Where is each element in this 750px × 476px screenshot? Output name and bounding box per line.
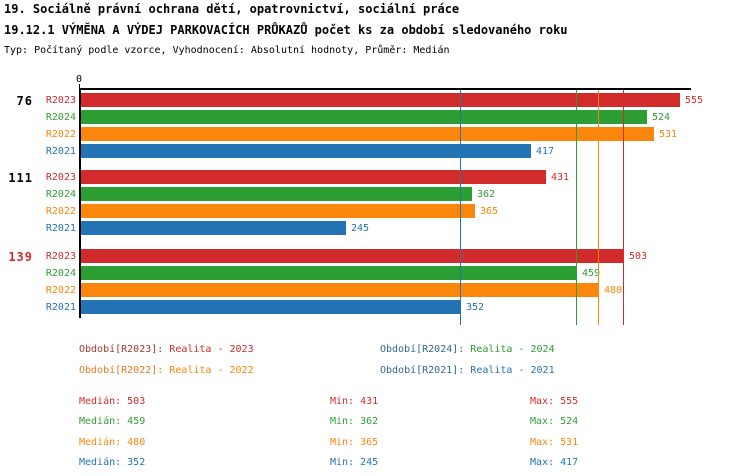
legend-entry-label: Období[R2022]: [79, 365, 164, 376]
stats-median-value: 503 [127, 396, 146, 407]
x-axis-zero-label: 0 [75, 74, 83, 85]
stats-max-label: Max: [530, 457, 555, 468]
stats-median-label: Medián: [79, 457, 122, 468]
stats-min-r2023: Min: 431 [330, 396, 378, 407]
stats-median-r2021: Medián: 352 [79, 457, 145, 468]
stats-median-label: Medián: [79, 437, 122, 448]
bar-row-label: R2023 [45, 95, 76, 106]
bar-row-label: R2022 [45, 285, 76, 296]
stats-min-label: Min: [330, 437, 355, 448]
stats-min-value: 431 [360, 396, 379, 407]
group-label: 139 [8, 250, 33, 264]
group-label: 111 [8, 171, 33, 185]
bar-value-label: 524 [652, 112, 671, 123]
stats-median-r2023: Medián: 503 [79, 396, 145, 407]
bar [81, 266, 577, 280]
stats-max-label: Max: [530, 416, 555, 427]
bar-row-label: R2021 [45, 146, 76, 157]
stats-min-label: Min: [330, 457, 355, 468]
bar-value-label: 555 [685, 95, 704, 106]
bar [81, 170, 546, 184]
stats-min-label: Min: [330, 416, 355, 427]
legend-entry-obdobr2024: Období[R2024]: Realita - 2024 [380, 344, 555, 355]
stats-median-value: 480 [127, 437, 146, 448]
group-label: 76 [16, 94, 33, 108]
legend-entry-value: Realita - 2021 [470, 365, 555, 376]
legend-entry-value: Realita - 2024 [470, 344, 555, 355]
stats-max-label: Max: [530, 396, 555, 407]
x-axis-line [79, 88, 691, 90]
bar-row-label: R2024 [45, 112, 76, 123]
stats-min-r2024: Min: 362 [330, 416, 378, 427]
bar-row-label: R2022 [45, 206, 76, 217]
bar [81, 221, 346, 235]
stats-max-r2022: Max: 531 [530, 437, 578, 448]
median-line-r2021 [460, 90, 461, 325]
legend-entry-obdobr2023: Období[R2023]: Realita - 2023 [79, 344, 254, 355]
bar [81, 93, 680, 107]
stats-max-label: Max: [530, 437, 555, 448]
stats-max-value: 524 [560, 416, 579, 427]
stats-max-r2023: Max: 555 [530, 396, 578, 407]
report-title: 19. Sociálně právní ochrana dětí, opatro… [4, 2, 460, 16]
bar-value-label: 417 [536, 146, 555, 157]
bar [81, 300, 461, 314]
stats-min-label: Min: [330, 396, 355, 407]
median-line-r2024 [576, 90, 577, 325]
stats-min-value: 362 [360, 416, 379, 427]
bar [81, 127, 654, 141]
stats-max-r2021: Max: 417 [530, 457, 578, 468]
bar [81, 249, 624, 263]
legend-entry-label: Období[R2024]: [380, 344, 465, 355]
legend-entry-obdobr2022: Období[R2022]: Realita - 2022 [79, 365, 254, 376]
legend-entry-obdobr2021: Období[R2021]: Realita - 2021 [380, 365, 555, 376]
stats-max-value: 417 [560, 457, 579, 468]
bar-value-label: 245 [351, 223, 370, 234]
median-line-r2023 [623, 90, 624, 325]
x-axis-tick [79, 84, 80, 89]
bar-row-label: R2024 [45, 189, 76, 200]
stats-max-value: 555 [560, 396, 579, 407]
bar [81, 144, 531, 158]
stats-median-label: Medián: [79, 396, 122, 407]
stats-median-label: Medián: [79, 416, 122, 427]
legend-entry-value: Realita - 2023 [169, 344, 254, 355]
stats-min-value: 365 [360, 437, 379, 448]
stats-max-value: 531 [560, 437, 579, 448]
stats-min-value: 245 [360, 457, 379, 468]
bar-value-label: 459 [582, 268, 601, 279]
bar [81, 187, 472, 201]
legend-entry-label: Období[R2023]: [79, 344, 164, 355]
bar-value-label: 352 [466, 302, 485, 313]
median-line-r2022 [598, 90, 599, 325]
indicator-meta: Typ: Počítaný podle vzorce, Vyhodnocení:… [4, 45, 450, 56]
bar-row-label: R2023 [45, 172, 76, 183]
indicator-title: 19.12.1 VÝMĚNA A VÝDEJ PARKOVACÍCH PRŮKA… [4, 23, 568, 37]
stats-median-r2022: Medián: 480 [79, 437, 145, 448]
bar-value-label: 480 [604, 285, 623, 296]
stats-median-value: 352 [127, 457, 146, 468]
bar-value-label: 531 [659, 129, 678, 140]
bar-value-label: 365 [480, 206, 499, 217]
stats-min-r2022: Min: 365 [330, 437, 378, 448]
y-axis-line [79, 88, 81, 318]
stats-median-value: 459 [127, 416, 146, 427]
bar-value-label: 362 [477, 189, 496, 200]
bar-row-label: R2023 [45, 251, 76, 262]
bar-row-label: R2021 [45, 302, 76, 313]
bar [81, 283, 599, 297]
stats-median-r2024: Medián: 459 [79, 416, 145, 427]
bar-value-label: 503 [629, 251, 648, 262]
bar [81, 110, 647, 124]
stats-max-r2024: Max: 524 [530, 416, 578, 427]
bar-row-label: R2024 [45, 268, 76, 279]
legend-entry-label: Období[R2021]: [380, 365, 465, 376]
bar [81, 204, 475, 218]
bar-value-label: 431 [551, 172, 570, 183]
bar-row-label: R2022 [45, 129, 76, 140]
bar-row-label: R2021 [45, 223, 76, 234]
legend-entry-value: Realita - 2022 [169, 365, 254, 376]
stats-min-r2021: Min: 245 [330, 457, 378, 468]
